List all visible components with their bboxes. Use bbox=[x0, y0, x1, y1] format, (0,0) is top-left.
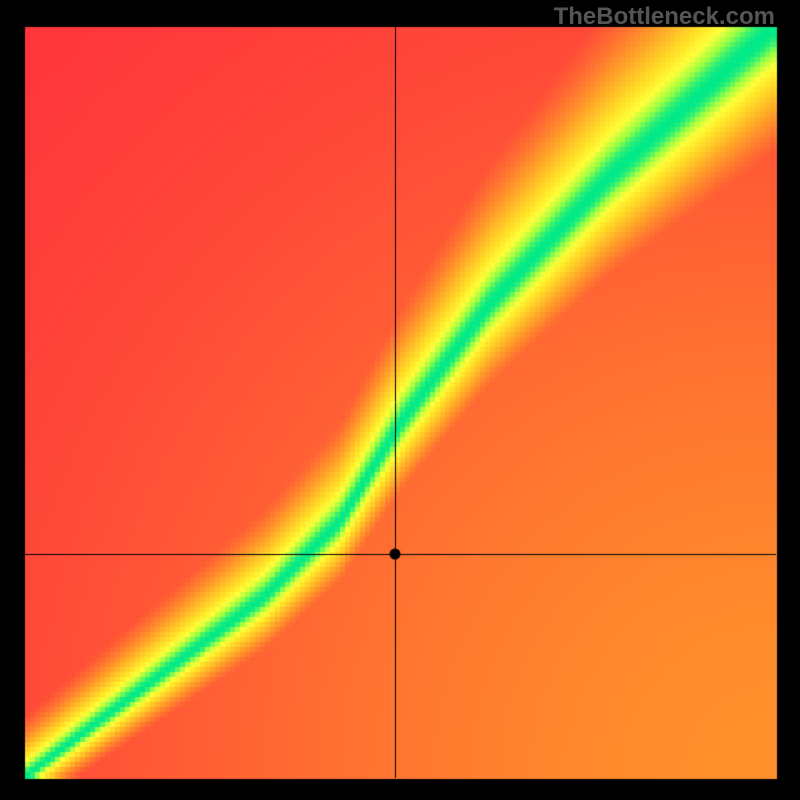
heatmap-canvas bbox=[0, 0, 800, 800]
watermark-text: TheBottleneck.com bbox=[554, 3, 775, 31]
